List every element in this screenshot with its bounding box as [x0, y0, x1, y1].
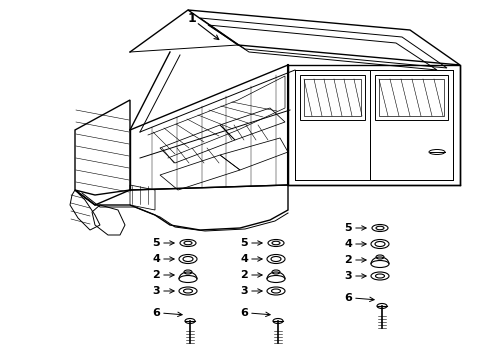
- Ellipse shape: [376, 303, 386, 309]
- Text: 5: 5: [344, 223, 351, 233]
- Ellipse shape: [428, 149, 444, 154]
- Text: 1: 1: [187, 12, 196, 24]
- Text: 3: 3: [240, 286, 247, 296]
- Text: 6: 6: [152, 308, 160, 318]
- Text: 5: 5: [240, 238, 247, 248]
- Text: 4: 4: [240, 254, 247, 264]
- Ellipse shape: [184, 319, 195, 324]
- Text: 6: 6: [240, 308, 247, 318]
- Text: 6: 6: [344, 293, 351, 303]
- Ellipse shape: [272, 319, 283, 324]
- Text: 3: 3: [344, 271, 351, 281]
- Text: 4: 4: [344, 239, 351, 249]
- Text: 3: 3: [152, 286, 160, 296]
- Text: 2: 2: [240, 270, 247, 280]
- Text: 4: 4: [152, 254, 160, 264]
- Text: 2: 2: [344, 255, 351, 265]
- Text: 5: 5: [152, 238, 160, 248]
- Text: 2: 2: [152, 270, 160, 280]
